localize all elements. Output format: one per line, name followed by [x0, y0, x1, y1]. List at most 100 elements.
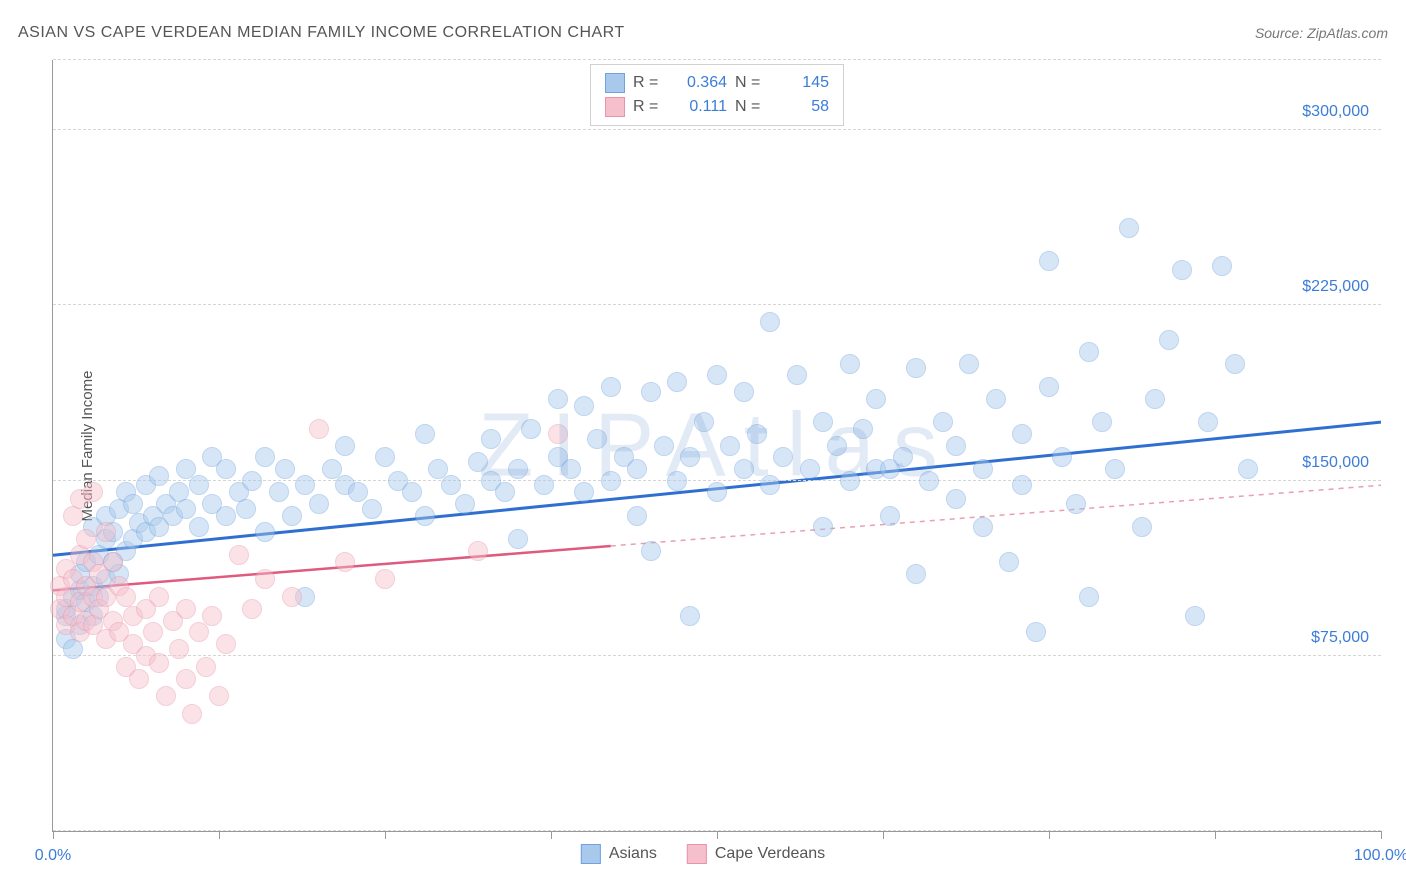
- scatter-point: [946, 436, 966, 456]
- gridline-h: [53, 59, 1381, 60]
- scatter-point: [468, 541, 488, 561]
- legend-n-value: 145: [771, 74, 829, 92]
- scatter-point: [627, 506, 647, 526]
- legend-top-row: R =0.111N =58: [605, 95, 829, 119]
- scatter-point: [521, 419, 541, 439]
- scatter-point: [295, 475, 315, 495]
- chart-header: ASIAN VS CAPE VERDEAN MEDIAN FAMILY INCO…: [18, 18, 1388, 48]
- legend-n-label: N =: [735, 98, 763, 116]
- scatter-point: [548, 424, 568, 444]
- x-tick-label: 100.0%: [1354, 847, 1406, 865]
- scatter-point: [1185, 606, 1205, 626]
- scatter-point: [1012, 475, 1032, 495]
- scatter-point: [840, 354, 860, 374]
- scatter-point: [1079, 587, 1099, 607]
- trendline: [53, 546, 611, 590]
- x-tick: [1215, 831, 1216, 839]
- scatter-point: [734, 382, 754, 402]
- scatter-point: [1119, 218, 1139, 238]
- scatter-point: [309, 494, 329, 514]
- chart-title: ASIAN VS CAPE VERDEAN MEDIAN FAMILY INCO…: [18, 24, 625, 42]
- scatter-point: [667, 471, 687, 491]
- legend-n-value: 58: [771, 98, 829, 116]
- scatter-point: [216, 634, 236, 654]
- source-label: Source: ZipAtlas.com: [1255, 25, 1388, 41]
- scatter-point: [1105, 459, 1125, 479]
- legend-series-label: Cape Verdeans: [715, 845, 825, 863]
- scatter-point: [601, 377, 621, 397]
- scatter-point: [999, 552, 1019, 572]
- scatter-point: [508, 459, 528, 479]
- legend-top-row: R =0.364N =145: [605, 71, 829, 95]
- scatter-point: [1198, 412, 1218, 432]
- scatter-point: [906, 358, 926, 378]
- scatter-point: [402, 482, 422, 502]
- scatter-point: [149, 587, 169, 607]
- scatter-point: [1052, 447, 1072, 467]
- gridline-h: [53, 129, 1381, 130]
- scatter-point: [534, 475, 554, 495]
- scatter-point: [866, 389, 886, 409]
- scatter-point: [654, 436, 674, 456]
- scatter-point: [787, 365, 807, 385]
- scatter-point: [574, 396, 594, 416]
- scatter-point: [946, 489, 966, 509]
- scatter-point: [176, 599, 196, 619]
- scatter-point: [495, 482, 515, 502]
- scatter-point: [1132, 517, 1152, 537]
- y-tick-label: $75,000: [1311, 629, 1369, 647]
- scatter-point: [933, 412, 953, 432]
- legend-r-value: 0.364: [669, 74, 727, 92]
- x-tick: [53, 831, 54, 839]
- x-tick: [385, 831, 386, 839]
- scatter-point: [773, 447, 793, 467]
- scatter-point: [335, 552, 355, 572]
- scatter-point: [182, 704, 202, 724]
- scatter-point: [255, 569, 275, 589]
- scatter-point: [720, 436, 740, 456]
- scatter-point: [362, 499, 382, 519]
- scatter-point: [641, 382, 661, 402]
- scatter-point: [1026, 622, 1046, 642]
- scatter-point: [242, 471, 262, 491]
- scatter-point: [282, 587, 302, 607]
- scatter-point: [441, 475, 461, 495]
- scatter-point: [242, 599, 262, 619]
- scatter-point: [1039, 251, 1059, 271]
- scatter-chart: ZIPAtlas $75,000$150,000$225,000$300,000…: [52, 60, 1381, 832]
- scatter-point: [734, 459, 754, 479]
- scatter-point: [627, 459, 647, 479]
- scatter-point: [1159, 330, 1179, 350]
- scatter-point: [335, 436, 355, 456]
- scatter-point: [641, 541, 661, 561]
- scatter-point: [548, 389, 568, 409]
- scatter-point: [229, 545, 249, 565]
- scatter-point: [561, 459, 581, 479]
- scatter-point: [667, 372, 687, 392]
- gridline-h: [53, 655, 1381, 656]
- scatter-point: [269, 482, 289, 502]
- scatter-point: [176, 499, 196, 519]
- scatter-point: [468, 452, 488, 472]
- scatter-point: [156, 686, 176, 706]
- scatter-point: [959, 354, 979, 374]
- scatter-point: [309, 419, 329, 439]
- scatter-point: [1238, 459, 1258, 479]
- scatter-point: [919, 471, 939, 491]
- legend-swatch: [687, 844, 707, 864]
- x-tick: [1381, 831, 1382, 839]
- scatter-point: [1225, 354, 1245, 374]
- scatter-point: [189, 517, 209, 537]
- x-tick: [717, 831, 718, 839]
- scatter-point: [255, 522, 275, 542]
- scatter-point: [1079, 342, 1099, 362]
- scatter-point: [129, 669, 149, 689]
- scatter-point: [1212, 256, 1232, 276]
- scatter-point: [202, 606, 222, 626]
- legend-bottom-item: Cape Verdeans: [687, 844, 825, 864]
- legend-n-label: N =: [735, 74, 763, 92]
- legend-bottom: AsiansCape Verdeans: [581, 844, 825, 864]
- scatter-point: [1012, 424, 1032, 444]
- scatter-point: [189, 622, 209, 642]
- x-tick: [1049, 831, 1050, 839]
